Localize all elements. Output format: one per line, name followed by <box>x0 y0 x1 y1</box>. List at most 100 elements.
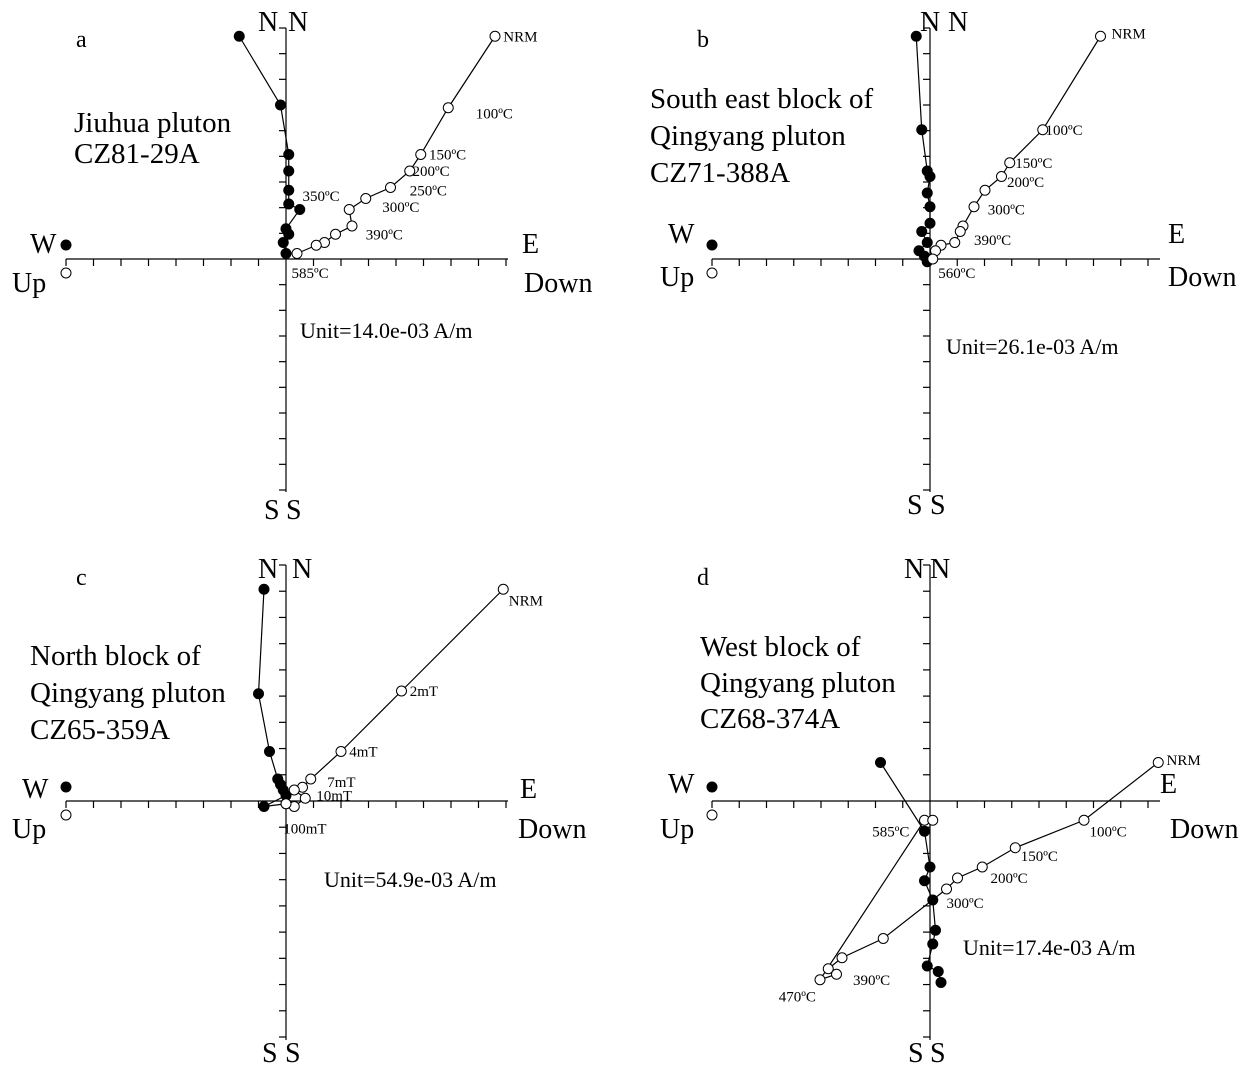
vertical-projection-point <box>360 193 372 204</box>
east-label: E <box>522 229 539 260</box>
horizontal-projection-point <box>927 938 939 950</box>
horizontal-projection-point <box>910 30 922 42</box>
horizontal-projection-point <box>258 583 270 595</box>
south-label: S <box>908 1038 924 1068</box>
east-label: E <box>1160 769 1177 800</box>
step-label: NRM <box>509 593 543 609</box>
panel-letter: b <box>697 27 709 53</box>
legend-horizontal-projection-symbol <box>706 781 718 793</box>
step-label: 100ºC <box>1046 123 1083 139</box>
south-label: S <box>262 1038 278 1068</box>
vertical-projection-point <box>442 102 454 114</box>
step-label: 150ºC <box>429 148 466 164</box>
step-label: 300ºC <box>947 896 984 912</box>
north-label: N <box>258 7 278 38</box>
vertical-projection-point <box>1078 814 1090 826</box>
vertical-projection-point <box>831 968 842 980</box>
horizontal-projection-path <box>257 589 287 808</box>
west-label: W <box>668 219 695 250</box>
north-label: N <box>258 554 278 585</box>
north-label: N <box>948 7 968 38</box>
vertical-projection-point <box>976 861 988 873</box>
vertical-projection-point <box>1004 157 1016 169</box>
horizontal-projection-point <box>233 30 245 42</box>
vertical-projection-point <box>497 583 509 595</box>
vertical-projection-point <box>396 685 407 697</box>
vertical-projection-point <box>949 237 961 248</box>
sample-title-line: CZ71-388A <box>650 157 790 189</box>
unit-label: Unit=26.1e-03 A/m <box>946 334 1119 359</box>
vertical-projection-point <box>385 182 396 193</box>
horizontal-projection-point <box>283 184 295 196</box>
horizontal-projection-point <box>283 165 295 177</box>
north-label: N <box>288 7 308 38</box>
vertical-projection-point <box>927 253 939 265</box>
west-label: W <box>30 229 57 260</box>
legend-vertical-projection-symbol <box>706 809 718 821</box>
sample-title-line: CZ68-374A <box>700 703 840 735</box>
step-label: 585ºC <box>292 266 329 282</box>
vertical-projection-point <box>299 792 311 804</box>
vertical-projection-point <box>343 204 355 215</box>
vertical-projection-point <box>836 952 848 964</box>
panel-d: N N S S W E Up Down d West block of Qingyang pluto… <box>660 554 1238 1068</box>
north-label: N <box>920 7 940 38</box>
step-label: 200ºC <box>413 164 450 180</box>
sample-title-line: CZ65-359A <box>30 714 170 746</box>
vertical-projection-point <box>404 165 416 177</box>
legend-horizontal-projection-symbol <box>706 239 718 251</box>
panel-b: N N S S W E Up Down b South east block of Qingyang… <box>650 7 1236 521</box>
south-label: S <box>286 495 302 526</box>
horizontal-projection-point <box>264 746 275 757</box>
down-label: Down <box>1170 814 1238 845</box>
horizontal-projection-point <box>924 217 936 229</box>
horizontal-projection-point <box>280 248 292 259</box>
panel-letter: c <box>76 565 87 591</box>
horizontal-projection-point <box>924 201 936 213</box>
horizontal-projection-point <box>919 875 930 887</box>
south-label: S <box>930 490 946 521</box>
unit-label: Unit=14.0e-03 A/m <box>300 318 473 343</box>
panel-letter: d <box>697 565 709 591</box>
step-label: 100ºC <box>476 106 513 122</box>
down-label: Down <box>524 268 592 299</box>
sample-title-line: Qingyang pluton <box>650 120 846 152</box>
horizontal-projection-point <box>921 237 933 248</box>
horizontal-projection-point <box>283 198 295 210</box>
horizontal-projection-point <box>919 825 930 837</box>
vertical-projection-point <box>1037 124 1049 136</box>
sample-title-line: North block of <box>30 640 201 672</box>
step-label: 300ºC <box>382 200 419 216</box>
step-label: 2mT <box>410 684 438 700</box>
vertical-projection-path <box>285 588 504 808</box>
step-label: 470ºC <box>779 989 816 1005</box>
sample-title-line: Qingyang pluton <box>700 667 896 699</box>
legend-horizontal-projection-symbol <box>60 781 72 793</box>
legend-vertical-projection-symbol <box>60 267 72 279</box>
west-label: W <box>668 769 695 800</box>
unit-label: Unit=54.9e-03 A/m <box>324 867 497 892</box>
north-label: N <box>930 554 950 585</box>
step-label: 4mT <box>349 745 377 761</box>
step-label: 7mT <box>327 775 355 791</box>
step-label: 350ºC <box>303 189 340 205</box>
east-label: E <box>1168 219 1185 250</box>
horizontal-projection-point <box>921 187 933 199</box>
horizontal-projection-point <box>277 237 289 248</box>
step-label: 150ºC <box>1021 849 1058 865</box>
step-label: 390ºC <box>366 227 403 243</box>
vertical-projection-path <box>296 35 496 255</box>
legend-vertical-projection-symbol <box>60 809 72 821</box>
up-label: Up <box>660 262 694 293</box>
north-label: N <box>904 554 924 585</box>
panel-letter: a <box>76 27 87 53</box>
vertical-projection-point <box>814 974 826 986</box>
horizontal-projection-point <box>930 924 941 936</box>
step-label: 390ºC <box>853 973 890 989</box>
vertical-projection-point <box>1009 842 1021 854</box>
vertical-projection-point <box>288 784 300 796</box>
horizontal-projection-point <box>927 894 939 906</box>
step-label: 250ºC <box>410 183 447 199</box>
vertical-projection-point <box>996 171 1007 182</box>
